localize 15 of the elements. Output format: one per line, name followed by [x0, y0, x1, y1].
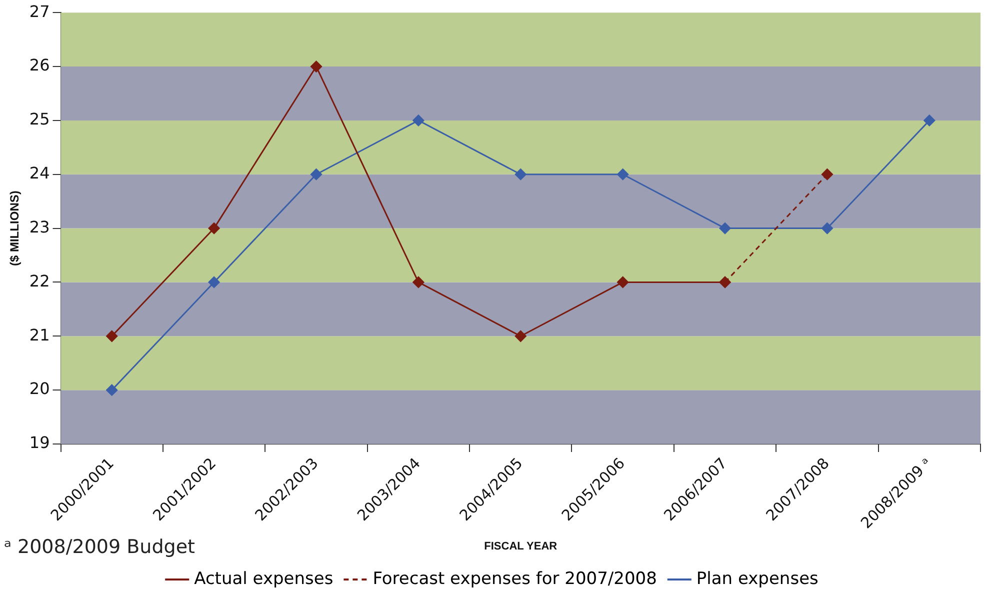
text: ᵃ 2008/2009 Budget	[4, 536, 195, 558]
y-tick-label: 20	[29, 379, 50, 398]
y-tick-label: 21	[29, 325, 50, 344]
y-tick-label: 19	[29, 433, 50, 452]
y-tick-label: 22	[29, 271, 50, 290]
y-axis-title: ($ MILLIONS)	[8, 190, 22, 266]
y-tick-label: 25	[29, 110, 50, 129]
y-tick-label: 27	[29, 2, 50, 21]
x-axis-title: FISCAL YEAR	[484, 540, 558, 552]
y-tick-label: 23	[29, 217, 50, 236]
y-tick-label: 26	[29, 56, 50, 75]
legend-label: Plan expenses	[696, 568, 819, 589]
legend-label: Actual expenses	[194, 568, 334, 589]
y-tick-label: 24	[29, 164, 50, 183]
legend-label: Forecast expenses for 2007/2008	[372, 568, 657, 589]
